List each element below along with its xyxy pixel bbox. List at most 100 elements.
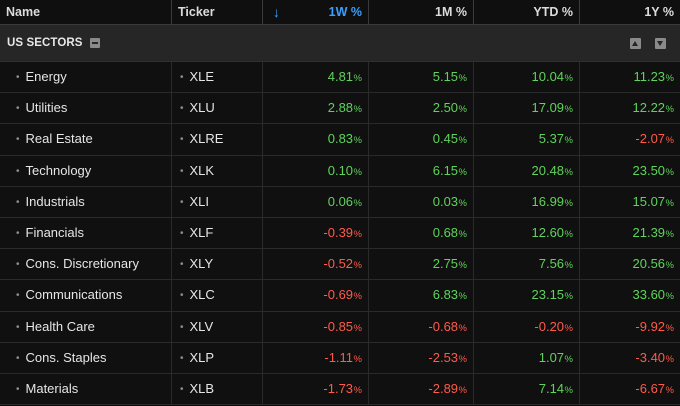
- ticker-cell[interactable]: • XLU: [172, 93, 263, 124]
- sector-name-cell[interactable]: • Industrials: [0, 186, 172, 217]
- change-value: 2.88: [327, 100, 354, 116]
- change-value: -2.89: [428, 380, 459, 396]
- change-value: 16.99: [531, 193, 565, 209]
- change-value: 7.14: [538, 380, 565, 396]
- percent-sign: %: [564, 228, 573, 240]
- table-row[interactable]: • Materials • XLB -1.73% -2.89% 7.14% -6.67%: [0, 373, 680, 406]
- sector-name-cell[interactable]: • Utilities: [0, 93, 172, 124]
- move-down-icon[interactable]: [655, 38, 666, 49]
- change-value: 17.09: [531, 100, 565, 116]
- column-header-ticker[interactable]: Ticker: [172, 0, 263, 24]
- table-row[interactable]: • Cons. Staples • XLP -1.11% -2.53% 1.07% -3.40…: [0, 342, 680, 374]
- percent-sign: %: [564, 135, 573, 147]
- table-row[interactable]: • Cons. Discretionary • XLY -0.52% 2.75% 7.56%…: [0, 249, 680, 281]
- change-m1-cell: 0.45%: [369, 124, 474, 155]
- ticker-cell[interactable]: • XLC: [172, 280, 263, 311]
- ticker-cell[interactable]: • XLF: [172, 217, 263, 249]
- sector-name-cell[interactable]: • Energy: [0, 62, 172, 93]
- bullet-icon: •: [180, 72, 184, 83]
- column-header-1m[interactable]: 1M %: [369, 0, 474, 24]
- bullet-icon: •: [180, 383, 184, 395]
- bullet-icon: •: [180, 165, 184, 177]
- change-ytd-cell: 23.15%: [474, 280, 580, 311]
- table-header: Name Ticker ↓ 1W % 1M % YTD % 1Y %: [0, 0, 680, 25]
- percent-sign: %: [665, 228, 674, 240]
- table-row[interactable]: • Technology • XLK 0.10% 6.15% 20.48% 23.50%: [0, 155, 680, 187]
- change-w1-cell: 2.88%: [263, 93, 369, 124]
- change-value: 6.15: [432, 162, 459, 178]
- ticker-cell[interactable]: • XLE: [172, 62, 263, 93]
- change-value: 0.68: [432, 224, 459, 240]
- ticker-cell[interactable]: • XLK: [172, 155, 263, 186]
- column-header-name[interactable]: Name: [0, 0, 172, 24]
- change-ytd-cell: 10.04%: [474, 62, 580, 93]
- ticker-cell[interactable]: • XLRE: [172, 124, 263, 155]
- change-m1-cell: 0.03%: [369, 186, 474, 217]
- percent-sign: %: [564, 197, 573, 209]
- change-ytd-cell: 5.37%: [474, 124, 580, 155]
- percent-sign: %: [353, 135, 362, 147]
- column-header-ytd[interactable]: YTD %: [474, 0, 580, 24]
- sector-name-cell[interactable]: • Cons. Staples: [0, 342, 172, 373]
- percent-sign: %: [665, 291, 674, 303]
- sector-name-cell[interactable]: • Materials: [0, 373, 172, 405]
- sector-name: Communications: [25, 287, 123, 303]
- change-y1-cell: 20.56%: [580, 249, 680, 279]
- bullet-icon: •: [180, 103, 184, 115]
- table-row[interactable]: • Energy • XLE 4.81% 5.15% 10.04% 11.23%: [0, 62, 680, 94]
- ticker-cell[interactable]: • XLP: [172, 342, 263, 373]
- ticker-cell[interactable]: • XLI: [172, 186, 263, 217]
- change-m1-cell: 6.83%: [369, 280, 474, 311]
- ticker-symbol: XLU: [189, 100, 215, 116]
- table-row[interactable]: • Health Care • XLV -0.85% -0.68% -0.20% -9.92%: [0, 311, 680, 343]
- table-row[interactable]: • Utilities • XLU 2.88% 2.50% 17.09% 12.22%: [0, 93, 680, 125]
- change-value: 23.50: [632, 162, 666, 178]
- column-header-1y[interactable]: 1Y %: [644, 5, 674, 19]
- change-w1-cell: -0.39%: [263, 217, 369, 249]
- percent-sign: %: [353, 291, 362, 303]
- change-value: -3.40: [635, 349, 666, 365]
- move-up-icon[interactable]: [630, 38, 641, 49]
- column-header-1w[interactable]: ↓ 1W %: [263, 0, 369, 24]
- percent-sign: %: [665, 353, 674, 365]
- sector-name-cell[interactable]: • Real Estate: [0, 124, 172, 155]
- collapse-icon[interactable]: [89, 38, 100, 48]
- table-row[interactable]: • Communications • XLC -0.69% 6.83% 23.15% 33.6…: [0, 280, 680, 312]
- sector-name-cell[interactable]: • Health Care: [0, 311, 172, 342]
- change-value: 12.22: [632, 100, 666, 116]
- bullet-icon: •: [180, 196, 184, 208]
- change-value: 7.56: [538, 256, 565, 272]
- percent-sign: %: [458, 104, 467, 116]
- sector-name-cell[interactable]: • Financials: [0, 217, 172, 249]
- ticker-symbol: XLI: [189, 193, 210, 209]
- percent-sign: %: [458, 228, 467, 240]
- percent-sign: %: [564, 73, 573, 84]
- change-value: -0.20: [534, 318, 565, 334]
- percent-sign: %: [665, 73, 674, 84]
- percent-sign: %: [665, 260, 674, 272]
- sector-name-cell[interactable]: • Technology: [0, 155, 172, 186]
- table-row[interactable]: • Real Estate • XLRE 0.83% 0.45% 5.37% -2.07%: [0, 124, 680, 156]
- sector-name: Cons. Staples: [25, 349, 107, 365]
- ticker-cell[interactable]: • XLB: [172, 373, 263, 405]
- bullet-icon: •: [16, 352, 20, 364]
- change-m1-cell: 5.15%: [369, 62, 474, 93]
- ticker-cell[interactable]: • XLV: [172, 311, 263, 342]
- change-m1-cell: -0.68%: [369, 311, 474, 342]
- sector-name-cell[interactable]: • Cons. Discretionary: [0, 249, 172, 280]
- change-value: -0.52: [323, 256, 354, 272]
- change-ytd-cell: 7.56%: [474, 249, 580, 280]
- change-value: 11.23: [633, 69, 666, 84]
- sector-name-cell[interactable]: • Communications: [0, 280, 172, 311]
- percent-sign: %: [353, 166, 362, 178]
- change-value: 0.83: [327, 131, 354, 147]
- percent-sign: %: [353, 353, 362, 365]
- table-row[interactable]: • Industrials • XLI 0.06% 0.03% 16.99% 15.07%: [0, 186, 680, 218]
- change-w1-cell: -0.69%: [263, 280, 369, 311]
- table-row[interactable]: • Financials • XLF -0.39% 0.68% 12.60% 21.39%: [0, 217, 680, 250]
- change-ytd-cell: 16.99%: [474, 186, 580, 217]
- ticker-symbol: XLE: [189, 69, 215, 84]
- ticker-cell[interactable]: • XLY: [172, 249, 263, 280]
- sector-name: Health Care: [25, 318, 95, 334]
